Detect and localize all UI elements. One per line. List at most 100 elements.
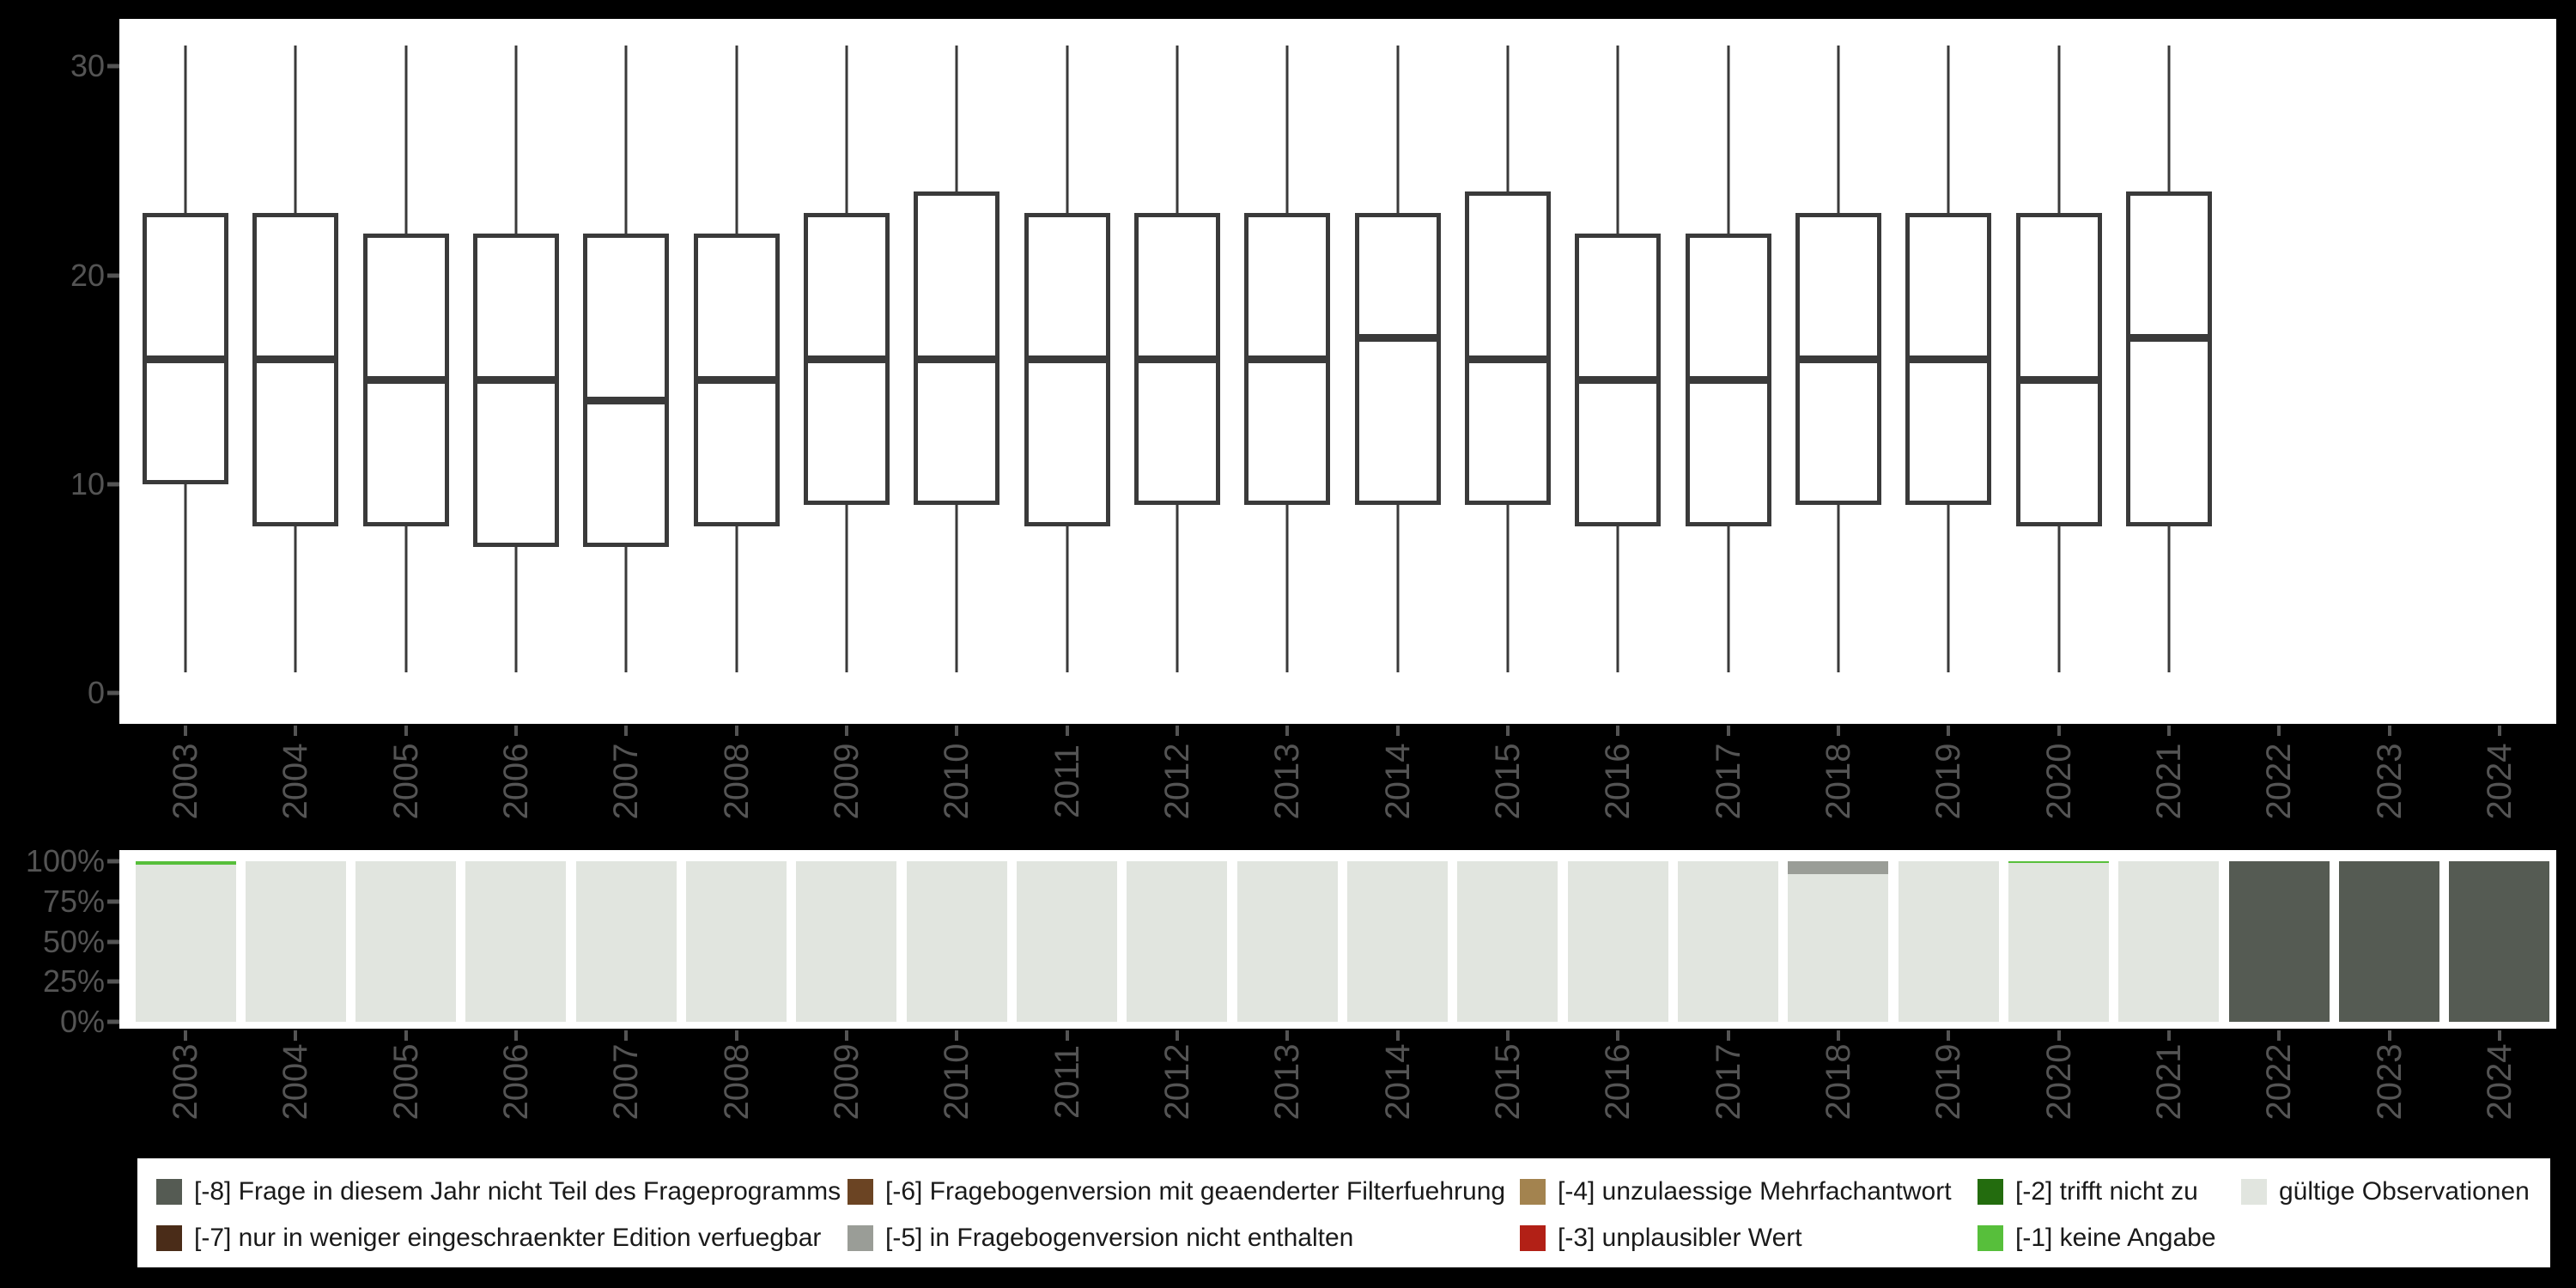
box-2014 [1354,212,1441,506]
x-axis-tick-mark-bottom [2166,1030,2171,1041]
x-axis-tick-mark-bottom [1175,1030,1179,1041]
legend-label--3: [-3] unplausibler Wert [1558,1224,1802,1252]
y-axis-tick-mark-top [107,690,119,696]
x-axis-tick-mark-top [1616,726,1620,736]
legend-swatch--5 [848,1225,873,1251]
legend-label--5: [-5] in Fragebogenversion nicht enthalte… [885,1224,1354,1252]
y-axis-tick-mark-bottom [107,859,119,864]
median-2003 [143,355,228,363]
median-2007 [583,397,670,405]
median-2018 [1795,355,1881,363]
bar-segment-2016-valid [1567,861,1668,1022]
median-2021 [2125,334,2212,343]
x-axis-label-bottom-2003: 2003 [167,1043,204,1121]
x-axis-label-bottom-2006: 2006 [496,1043,535,1121]
bar-segment-2014-valid [1347,861,1449,1022]
legend-swatch--4 [1520,1179,1546,1205]
box-2011 [1024,212,1110,526]
x-axis-tick-mark-top [955,726,959,736]
x-axis-tick-mark-bottom [184,1030,187,1041]
x-axis-label-bottom-2016: 2016 [1599,1043,1637,1121]
bar-segment-2021-valid [2118,861,2220,1022]
x-axis-label-bottom-2024: 2024 [2480,1043,2518,1121]
bar-segment-2006-valid [465,861,567,1022]
legend-label--7: [-7] nur in weniger eingeschraenkter Edi… [194,1224,822,1252]
median-2016 [1575,375,1662,384]
median-2009 [803,355,890,363]
y-axis-tick-label-bottom: 25% [42,963,105,999]
box-2003 [143,212,228,484]
x-axis-label-bottom-2004: 2004 [276,1043,315,1121]
bar-segment-2003--1 [135,861,236,865]
x-axis-label-bottom-2012: 2012 [1157,1043,1196,1121]
x-axis-tick-mark-bottom [404,1030,408,1041]
x-axis-label-bottom-2010: 2010 [938,1043,976,1121]
x-axis-tick-mark-bottom [513,1030,518,1041]
x-axis-label-top-2007: 2007 [607,743,646,820]
x-axis-tick-mark-bottom [1065,1030,1069,1041]
y-axis-tick-mark-bottom [107,979,119,984]
box-2010 [914,191,1000,506]
y-axis-tick-label-top: 20 [70,257,105,293]
box-2020 [2015,212,2102,526]
x-axis-tick-mark-top [2277,726,2281,736]
bar-segment-2013-valid [1236,861,1338,1022]
x-axis-label-top-2003: 2003 [167,743,204,820]
bar-segment-2017-valid [1678,861,1779,1022]
x-axis-tick-mark-bottom [955,1030,959,1041]
median-2006 [472,375,559,384]
bar-segment-2004-valid [245,861,346,1022]
x-axis-label-top-2015: 2015 [1488,743,1527,820]
x-axis-label-top-2018: 2018 [1819,743,1857,820]
x-axis-tick-mark-bottom [1836,1030,1840,1041]
x-axis-label-top-2004: 2004 [276,743,315,820]
bar-segment-2011-valid [1017,861,1118,1022]
legend-swatch--2 [1978,1179,2003,1205]
median-2015 [1464,355,1551,363]
bar-segment-2009-valid [796,861,897,1022]
x-axis-label-top-2019: 2019 [1929,743,1968,820]
x-axis-tick-mark-top [1395,726,1400,736]
boxplot-panel [119,19,2556,724]
x-axis-tick-mark-top [624,726,629,736]
y-axis-tick-mark-bottom [107,1019,119,1024]
legend-swatch--7 [156,1225,182,1251]
median-2008 [693,375,780,384]
x-axis-tick-mark-top [294,726,298,736]
x-axis-tick-mark-bottom [2057,1030,2061,1041]
box-2004 [252,212,339,526]
bar-segment-2008-valid [686,861,787,1022]
x-axis-tick-mark-top [844,726,848,736]
y-axis-tick-label-bottom: 50% [42,923,105,959]
box-2015 [1464,191,1551,506]
x-axis-tick-mark-top [1947,726,1951,736]
y-axis-tick-label-top: 30 [70,48,105,84]
y-axis-tick-label-top: 10 [70,466,105,501]
y-axis-tick-mark-bottom [107,899,119,904]
median-2014 [1354,334,1441,343]
x-axis-tick-mark-top [1836,726,1840,736]
median-2010 [914,355,1000,363]
x-axis-tick-mark-bottom [294,1030,298,1041]
y-axis-tick-label-bottom: 75% [42,883,105,919]
x-axis-tick-mark-top [1065,726,1069,736]
barchart-panel [119,850,2556,1029]
x-axis-tick-mark-top [513,726,518,736]
legend-label-valid: gültige Observationen [2279,1177,2530,1206]
median-2004 [252,355,339,363]
legend-swatch--8 [156,1179,182,1205]
x-axis-tick-mark-bottom [1395,1030,1400,1041]
x-axis-tick-mark-bottom [1285,1030,1290,1041]
x-axis-label-top-2014: 2014 [1378,743,1417,820]
median-2020 [2015,375,2102,384]
x-axis-label-top-2024: 2024 [2480,743,2518,820]
bar-segment-2018-valid [1788,873,1889,1022]
box-2007 [583,234,670,547]
x-axis-tick-mark-top [2057,726,2061,736]
x-axis-label-top-2013: 2013 [1268,743,1307,820]
bar-segment-2022--8 [2228,861,2330,1022]
x-axis-label-top-2005: 2005 [386,743,425,820]
x-axis-label-bottom-2009: 2009 [827,1043,866,1121]
x-axis-tick-mark-top [734,726,738,736]
